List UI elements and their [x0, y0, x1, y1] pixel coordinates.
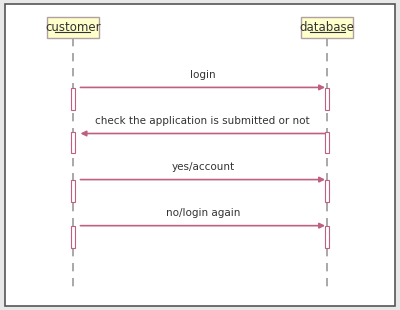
Bar [301, 17, 353, 38]
Bar [70, 132, 75, 153]
Bar [325, 88, 330, 109]
Text: customer: customer [45, 21, 101, 34]
Bar [70, 88, 75, 109]
Text: database: database [300, 21, 354, 34]
Bar [47, 17, 99, 38]
Bar [325, 226, 330, 248]
Bar [325, 180, 330, 202]
Text: yes/account: yes/account [171, 162, 234, 172]
Text: check the application is submitted or not: check the application is submitted or no… [96, 116, 310, 126]
Bar [70, 180, 75, 202]
Text: login: login [190, 70, 216, 80]
Bar [70, 226, 75, 248]
Text: no/login again: no/login again [166, 208, 240, 218]
Bar [325, 132, 330, 153]
